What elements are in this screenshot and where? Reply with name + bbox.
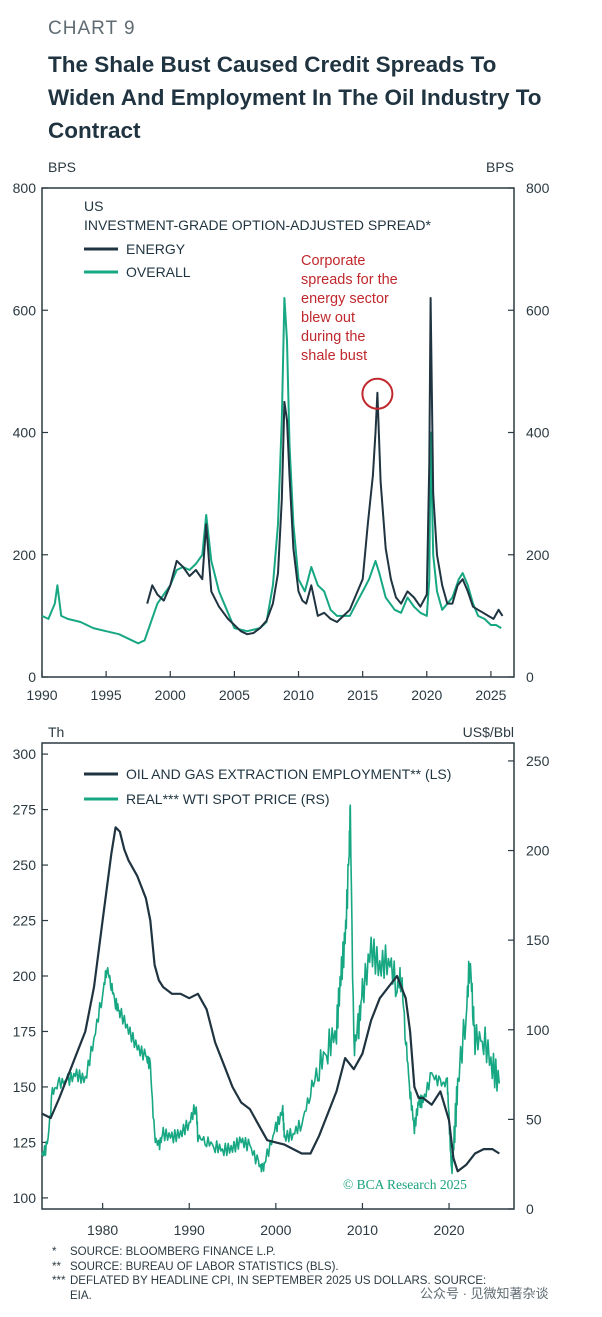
footnote-row: * SOURCE: BLOOMBERG FINANCE L.P. xyxy=(52,1245,492,1260)
bottom-right-unit-label: US$/Bbl xyxy=(463,724,514,740)
bottom-plot-frame xyxy=(41,742,515,1210)
bottom-chart: Th US$/Bbl 100 125 150 175 200 225 250 275 300 0 50 1… xyxy=(13,724,550,1235)
bca-watermark: © BCA Research 2025 xyxy=(343,1177,467,1192)
bottom-y-tick-label-left: 300 xyxy=(13,746,37,762)
legend-label-overall: OVERALL xyxy=(126,264,191,280)
top-x-tick-label: 2025 xyxy=(475,687,506,703)
legend-label-energy: ENERGY xyxy=(126,241,186,257)
top-y-tick-label-right: 400 xyxy=(526,425,550,441)
footnote-row: *** DEFLATED BY HEADLINE CPI, IN SEPTEMB… xyxy=(52,1274,492,1303)
annotation-line-2: spreads for the xyxy=(301,272,398,288)
footnote-mark: * xyxy=(52,1246,57,1258)
annotation-line-5: during the xyxy=(301,329,366,345)
wechat-brand-watermark: 公众号 · 见微知著杂谈 xyxy=(420,1286,549,1301)
top-x-tick-label: 2020 xyxy=(411,687,442,703)
bottom-y-tick-label-right: 50 xyxy=(526,1111,542,1127)
bottom-y-tick-label-left: 200 xyxy=(13,968,37,984)
series-line-wti-price xyxy=(41,804,501,1175)
bottom-y-tick-label-left: 150 xyxy=(13,1079,37,1095)
top-x-tick-label: 1990 xyxy=(26,687,57,703)
top-y-tick-label-left: 200 xyxy=(13,547,37,563)
footnote-text: DEFLATED BY HEADLINE CPI, IN SEPTEMBER 2… xyxy=(70,1275,487,1302)
bottom-chart-series xyxy=(41,804,501,1175)
bottom-x-tick-label: 2020 xyxy=(433,1222,464,1235)
top-x-tick-label: 2010 xyxy=(283,687,314,703)
annotation-line-1: Corporate xyxy=(301,253,365,269)
footnote-row: ** SOURCE: BUREAU OF LABOR STATISTICS (B… xyxy=(52,1260,492,1275)
bottom-left-unit-label: Th xyxy=(48,724,64,740)
top-chart-legend: US INVESTMENT-GRADE OPTION-ADJUSTED SPRE… xyxy=(84,198,431,280)
bottom-chart-axes: Th US$/Bbl 100 125 150 175 200 225 250 275 300 0 50 1… xyxy=(13,724,550,1235)
bottom-x-tick-label: 2000 xyxy=(260,1222,291,1235)
bottom-y-tick-label-right: 250 xyxy=(526,753,550,769)
top-y-tick-label-left: 400 xyxy=(13,425,37,441)
top-y-tick-label-left: 800 xyxy=(13,180,37,196)
top-x-tick-label: 2000 xyxy=(155,687,186,703)
bottom-y-tick-label-left: 125 xyxy=(13,1134,37,1150)
series-line-energy xyxy=(146,297,504,636)
chart-title: The Shale Bust Caused Credit Spreads To … xyxy=(48,52,542,143)
bottom-y-tick-label-right: 150 xyxy=(526,932,550,948)
bottom-x-tick-label: 1990 xyxy=(174,1222,205,1235)
chart-number-label: CHART 9 xyxy=(48,18,136,39)
footnote-text: SOURCE: BLOOMBERG FINANCE L.P. xyxy=(70,1246,276,1258)
annotation-circle xyxy=(361,377,394,410)
footnote-text: SOURCE: BUREAU OF LABOR STATISTICS (BLS)… xyxy=(70,1260,339,1273)
top-y-tick-label-right: 0 xyxy=(526,669,534,685)
top-legend-title-line2: INVESTMENT-GRADE OPTION-ADJUSTED SPREAD* xyxy=(84,217,431,233)
top-y-tick-label-left: 0 xyxy=(28,669,36,685)
top-left-unit-label: BPS xyxy=(48,159,76,175)
bottom-y-tick-label-left: 275 xyxy=(13,802,37,818)
annotation-line-6: shale bust xyxy=(301,348,367,364)
top-y-tick-label-right: 800 xyxy=(526,180,550,196)
top-plot-frame xyxy=(41,187,515,678)
top-x-tick-label: 1995 xyxy=(91,687,122,703)
bottom-x-tick-label: 1980 xyxy=(87,1222,118,1235)
bottom-y-tick-label-left: 225 xyxy=(13,913,37,929)
top-x-tick-label: 2015 xyxy=(347,687,378,703)
top-legend-title-line1: US xyxy=(84,198,103,214)
top-y-tick-label-right: 600 xyxy=(526,302,550,318)
shale-bust-annotation: Corporate spreads for the energy sector … xyxy=(301,253,398,410)
top-chart-axes: BPS BPS 0 0 200 200 400 400 600 600 800 800 1990 1995… xyxy=(13,159,550,703)
bottom-y-tick-label-left: 250 xyxy=(13,857,37,873)
legend-label-wti: REAL*** WTI SPOT PRICE (RS) xyxy=(126,791,330,807)
top-right-unit-label: BPS xyxy=(486,159,514,175)
bottom-y-tick-label-right: 100 xyxy=(526,1022,550,1038)
top-chart-series xyxy=(41,297,504,645)
bottom-y-tick-label-right: 200 xyxy=(526,843,550,859)
footnote-mark: ** xyxy=(52,1260,61,1273)
series-line-employment xyxy=(41,826,500,1173)
annotation-line-3: energy sector xyxy=(301,291,389,307)
bottom-chart-legend: OIL AND GAS EXTRACTION EMPLOYMENT** (LS)… xyxy=(84,766,451,807)
top-y-tick-label-left: 600 xyxy=(13,302,37,318)
footnote-mark: *** xyxy=(52,1275,66,1287)
bottom-x-tick-label: 2010 xyxy=(347,1222,378,1235)
bottom-y-tick-label-left: 100 xyxy=(13,1190,37,1206)
bottom-y-tick-label-right: 0 xyxy=(526,1201,534,1217)
bottom-y-tick-label-left: 175 xyxy=(13,1023,37,1039)
series-line-overall xyxy=(41,297,502,645)
annotation-line-4: blew out xyxy=(301,310,355,326)
legend-label-employment: OIL AND GAS EXTRACTION EMPLOYMENT** (LS) xyxy=(126,766,451,782)
top-chart: BPS BPS 0 0 200 200 400 400 600 600 800 800 1990 1995… xyxy=(13,159,550,703)
footnotes: * SOURCE: BLOOMBERG FINANCE L.P. ** SOUR… xyxy=(52,1245,492,1303)
top-x-tick-label: 2005 xyxy=(219,687,250,703)
top-y-tick-label-right: 200 xyxy=(526,547,550,563)
